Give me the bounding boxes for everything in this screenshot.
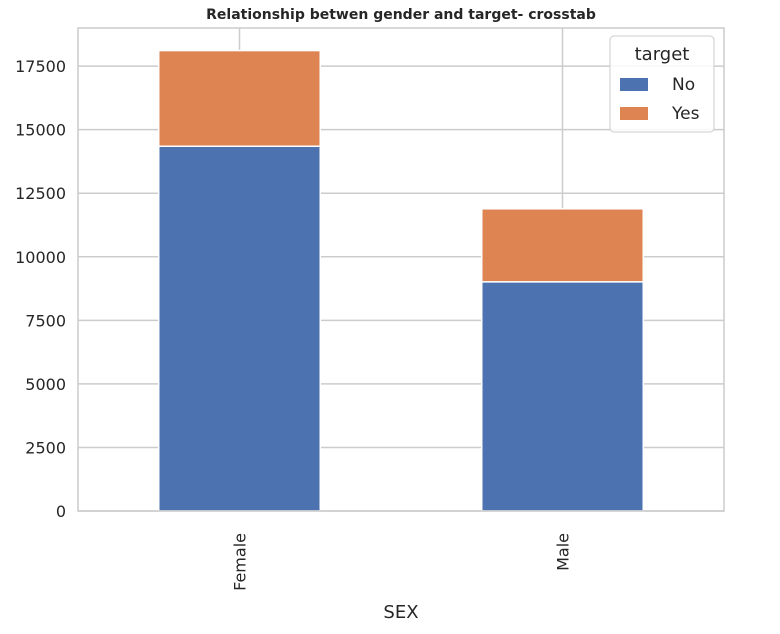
plot-frame bbox=[77, 27, 725, 512]
x-tick-labels: Female Male bbox=[231, 533, 573, 591]
bars bbox=[158, 49, 644, 512]
legend-swatch-yes bbox=[620, 107, 648, 120]
x-tick-label: Female bbox=[231, 533, 250, 591]
y-tick-label: 5000 bbox=[25, 375, 66, 394]
bar-female-yes bbox=[158, 49, 321, 147]
x-tick-label: Male bbox=[554, 533, 573, 571]
y-tick-label: 15000 bbox=[15, 121, 66, 140]
y-tick-label: 7500 bbox=[25, 311, 66, 330]
legend-title: target bbox=[635, 44, 690, 65]
legend-label-yes: Yes bbox=[671, 104, 700, 124]
y-tick-label: 17500 bbox=[15, 57, 66, 76]
legend-swatch-no bbox=[620, 78, 648, 91]
y-tick-label: 0 bbox=[56, 502, 66, 521]
legend: target No Yes bbox=[609, 35, 715, 133]
legend-label-no: No bbox=[672, 75, 695, 95]
chart-title: Relationship betwen gender and target- c… bbox=[206, 7, 596, 23]
x-axis-label: SEX bbox=[383, 602, 418, 623]
y-tick-labels: 0 2500 5000 7500 10000 12500 15000 17500 bbox=[15, 57, 66, 521]
y-tick-label: 12500 bbox=[15, 184, 66, 203]
bar-male-yes bbox=[481, 208, 644, 283]
y-tick-label: 10000 bbox=[15, 248, 66, 267]
bar-male-no bbox=[481, 281, 644, 512]
bar-female-no bbox=[158, 145, 321, 512]
y-tick-label: 2500 bbox=[25, 438, 66, 457]
